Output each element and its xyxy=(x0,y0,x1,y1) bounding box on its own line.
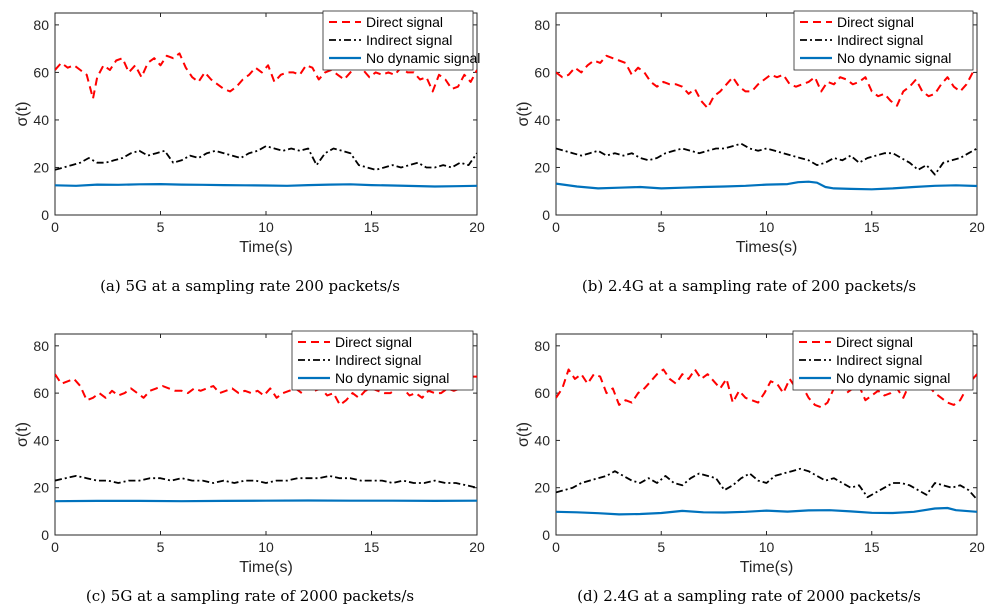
chart-panel-1: 0 5 10 15 20 0 20 40 60 80 Time(s) σ(t) Direct signa… xyxy=(14,10,485,295)
y-tick-label: 40 xyxy=(33,432,49,448)
y-tick-label: 80 xyxy=(534,17,550,33)
legend-box xyxy=(793,10,974,71)
x-tick-label: 15 xyxy=(864,539,880,555)
y-tick-label: 60 xyxy=(33,385,49,401)
x-tick-label: 15 xyxy=(364,539,380,555)
legend-label: Indirect signal xyxy=(836,352,922,368)
y-tick-label: 0 xyxy=(41,207,49,223)
panel-caption: (d) 2.4G at a sampling rate of 2000 pack… xyxy=(577,587,921,605)
x-tick-label: 10 xyxy=(759,219,775,235)
x-tick-label: 10 xyxy=(759,539,775,555)
chart-panel-4: 0 5 10 15 20 0 20 40 60 80 Time(s) σ(t) Direct signa… xyxy=(515,330,985,605)
legend-label: Indirect signal xyxy=(837,32,923,48)
x-tick-label: 20 xyxy=(469,539,485,555)
legend-label: Indirect signal xyxy=(335,352,421,368)
y-tick-label: 20 xyxy=(33,480,49,496)
legend-label: Direct signal xyxy=(335,334,412,350)
y-axis-label: σ(t) xyxy=(14,422,31,447)
x-tick-label: 20 xyxy=(469,219,485,235)
y-tick-label: 60 xyxy=(33,64,49,80)
y-axis-label: σ(t) xyxy=(515,422,532,447)
chart-panel-2: 0 5 10 15 20 0 20 40 60 80 Times(s) σ(t) Direct sign… xyxy=(515,10,985,295)
series-line-solid xyxy=(55,183,477,188)
y-tick-label: 60 xyxy=(534,64,550,80)
x-tick-label: 5 xyxy=(657,539,665,555)
legend-box xyxy=(291,330,474,391)
y-tick-label: 80 xyxy=(33,338,49,354)
x-tick-label: 5 xyxy=(157,219,165,235)
y-axis-label: σ(t) xyxy=(14,102,31,127)
legend: Direct signal Indirect signal No dynamic s… xyxy=(793,10,974,71)
legend-label: No dynamic signal xyxy=(335,370,449,386)
y-tick-label: 20 xyxy=(534,480,550,496)
x-axis-label: Time(s) xyxy=(239,239,293,256)
legend: Direct signal Indirect signal No dynamic s… xyxy=(792,330,974,391)
y-tick-label: 20 xyxy=(33,159,49,175)
x-tick-label: 0 xyxy=(552,219,560,235)
x-tick-label: 20 xyxy=(969,219,985,235)
y-tick-label: 0 xyxy=(41,527,49,543)
legend-box xyxy=(792,330,974,391)
series-line-solid xyxy=(556,180,977,191)
legend-label: No dynamic signal xyxy=(836,370,950,386)
panel-caption: (c) 5G at a sampling rate of 2000 packet… xyxy=(86,587,414,605)
x-tick-label: 0 xyxy=(552,539,560,555)
x-tick-label: 10 xyxy=(258,219,274,235)
x-tick-label: 5 xyxy=(657,219,665,235)
series-line-dashdot xyxy=(55,474,477,489)
x-tick-label: 10 xyxy=(258,539,274,555)
y-tick-label: 60 xyxy=(534,385,550,401)
series-line-dashdot xyxy=(556,467,977,501)
series-line-dashdot xyxy=(55,145,477,171)
x-tick-label: 0 xyxy=(51,219,59,235)
legend: Direct signal Indirect signal No dynamic s… xyxy=(291,330,474,391)
y-tick-label: 40 xyxy=(33,112,49,128)
legend-label: No dynamic signal xyxy=(366,50,480,66)
x-tick-label: 5 xyxy=(157,539,165,555)
y-tick-label: 80 xyxy=(33,17,49,33)
series-line-dashed xyxy=(55,52,477,100)
series-line-solid xyxy=(556,506,977,516)
x-axis-label: Time(s) xyxy=(740,559,794,576)
legend-label: Indirect signal xyxy=(366,32,452,48)
series-line-solid xyxy=(55,499,477,503)
legend-label: Direct signal xyxy=(366,14,443,30)
panel-caption: (b) 2.4G at a sampling rate of 200 packe… xyxy=(582,277,916,295)
y-tick-label: 40 xyxy=(534,112,550,128)
legend: Direct signal Indirect signal No dynamic s… xyxy=(322,10,480,71)
y-tick-label: 80 xyxy=(534,338,550,354)
series-line-dashed xyxy=(556,54,977,110)
series-line-dashed xyxy=(55,373,477,406)
x-axis-label: Times(s) xyxy=(736,239,798,256)
x-tick-label: 15 xyxy=(364,219,380,235)
x-tick-label: 20 xyxy=(969,539,985,555)
y-tick-label: 20 xyxy=(534,159,550,175)
y-axis-label: σ(t) xyxy=(515,102,532,127)
chart-panel-3: 0 5 10 15 20 0 20 40 60 80 Time(s) σ(t) Direct signa… xyxy=(14,330,485,605)
x-tick-label: 0 xyxy=(51,539,59,555)
y-tick-label: 40 xyxy=(534,432,550,448)
legend-label: Direct signal xyxy=(837,14,914,30)
y-tick-label: 0 xyxy=(542,207,550,223)
x-axis-label: Time(s) xyxy=(239,559,293,576)
y-tick-label: 0 xyxy=(542,527,550,543)
legend-label: Direct signal xyxy=(836,334,913,350)
legend-label: No dynamic signal xyxy=(837,50,951,66)
panel-caption: (a) 5G at a sampling rate 200 packets/s xyxy=(100,277,400,295)
x-tick-label: 15 xyxy=(864,219,880,235)
